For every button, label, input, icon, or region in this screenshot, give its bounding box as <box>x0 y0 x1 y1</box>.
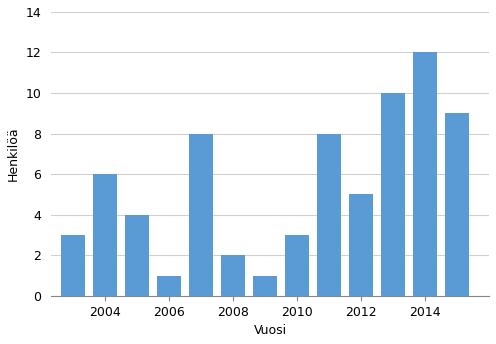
Bar <box>445 113 469 296</box>
Bar <box>221 255 246 296</box>
Bar <box>157 276 182 296</box>
X-axis label: Vuosi: Vuosi <box>253 324 287 337</box>
Bar <box>413 53 437 296</box>
Bar <box>317 133 341 296</box>
Bar <box>381 93 405 296</box>
Bar <box>189 133 213 296</box>
Bar <box>253 276 277 296</box>
Bar <box>62 235 85 296</box>
Bar <box>125 215 149 296</box>
Bar <box>285 235 309 296</box>
Bar <box>349 194 373 296</box>
Bar <box>93 174 118 296</box>
Y-axis label: Henkilöä: Henkilöä <box>7 127 20 181</box>
